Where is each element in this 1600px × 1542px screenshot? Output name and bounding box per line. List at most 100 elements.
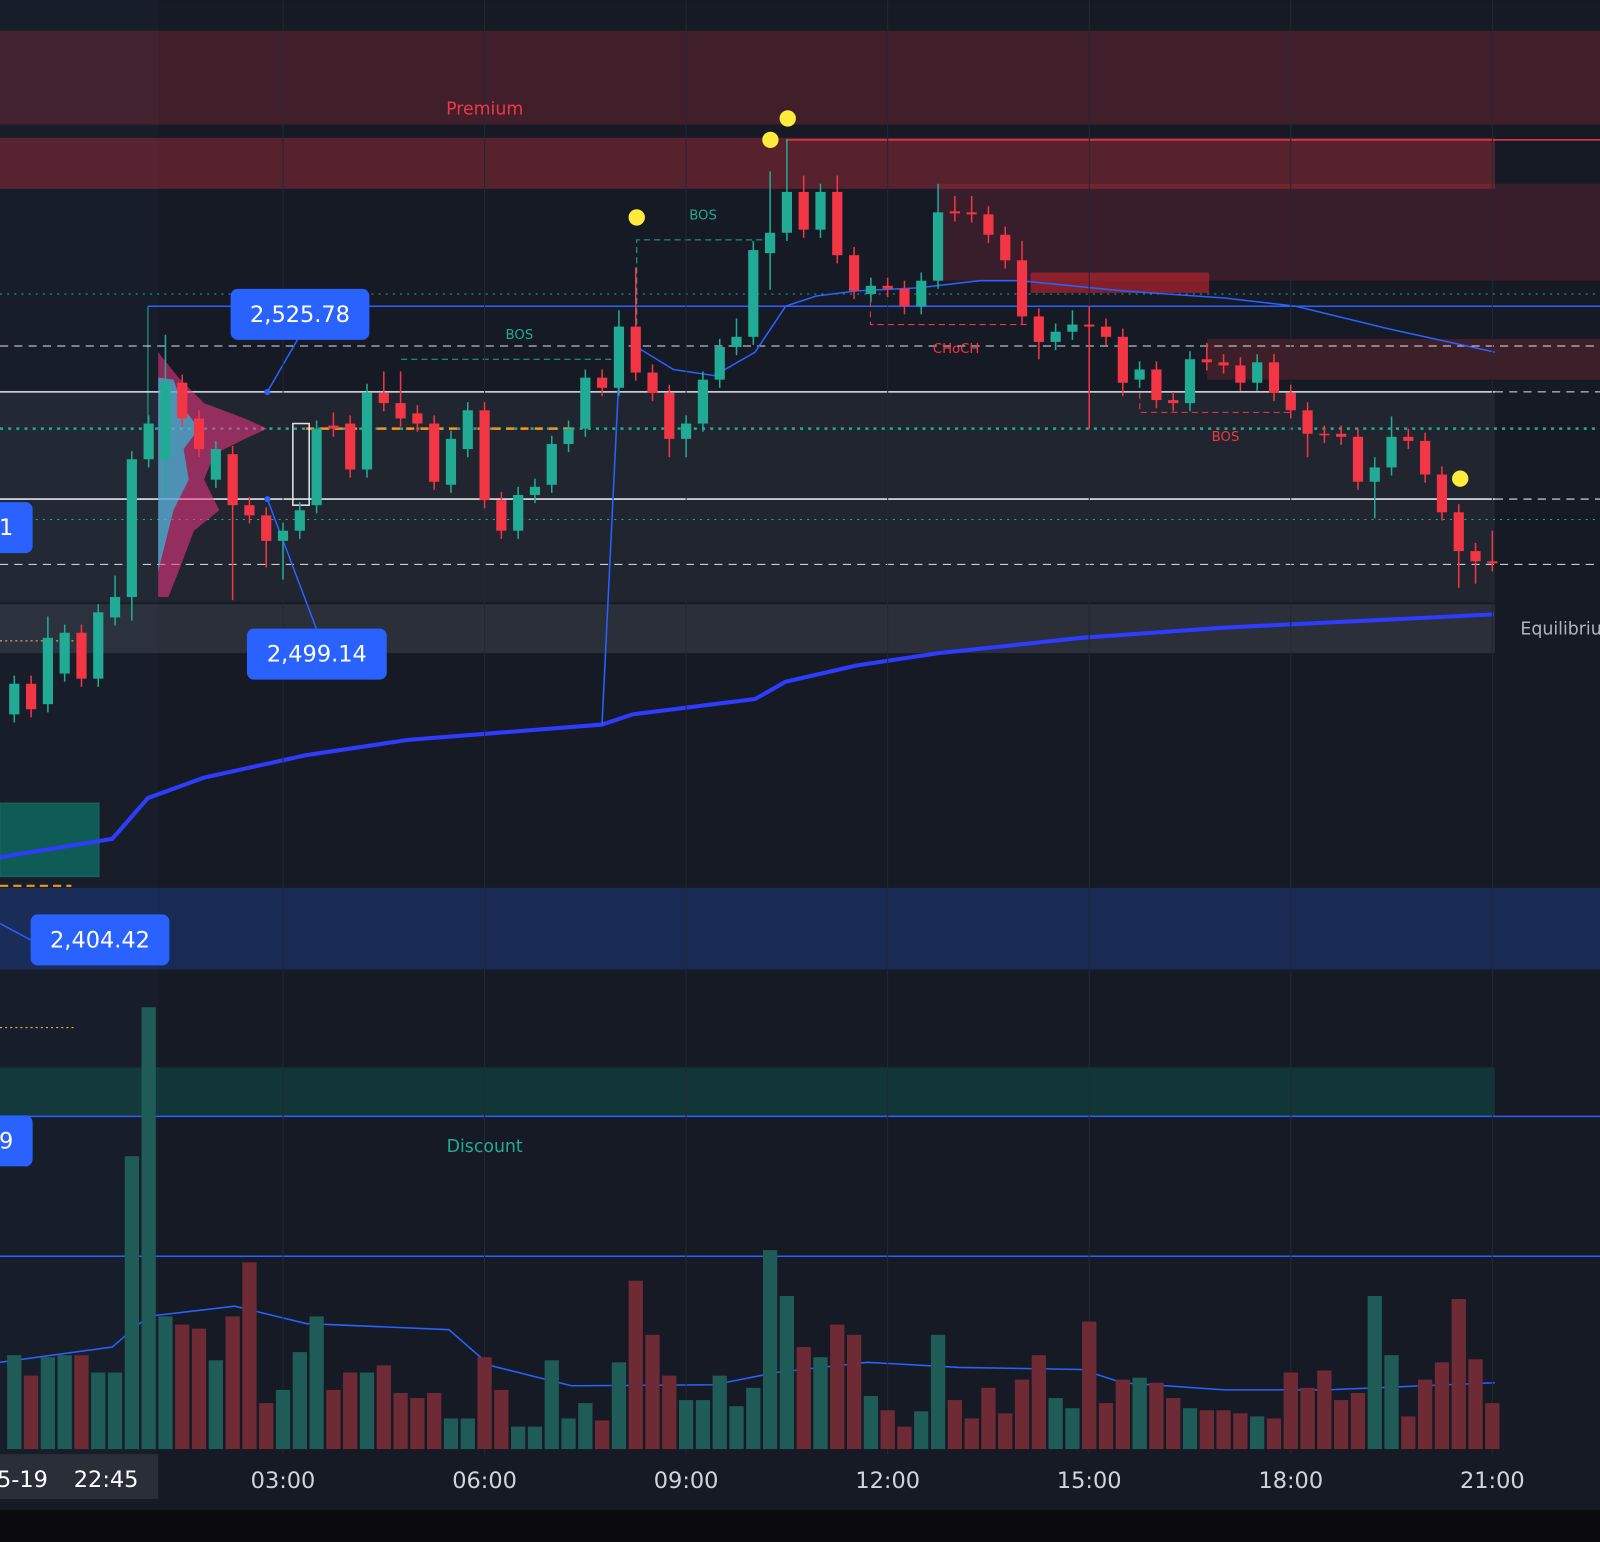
x-tick-label: 06:00 (452, 1468, 517, 1494)
candle-body (832, 191, 843, 256)
candle-body (1420, 440, 1431, 475)
bos-line (636, 239, 766, 325)
candle-body (42, 637, 53, 705)
candle-body (1319, 433, 1330, 436)
volume-bar (1233, 1413, 1248, 1450)
annotation: BOS (506, 328, 534, 343)
label-pointer (0, 922, 31, 941)
volume-bar (880, 1410, 895, 1450)
candle-body (597, 377, 608, 388)
volume-bar (1182, 1408, 1198, 1450)
volume-bar (359, 1372, 375, 1450)
candle-body (1268, 362, 1280, 393)
candle-body (261, 515, 272, 541)
price-label: 1 (0, 515, 13, 541)
candle-body (93, 612, 104, 679)
volume-bar (23, 1375, 39, 1450)
candle-body (445, 438, 457, 485)
volume-bar (74, 1355, 89, 1450)
volume-bar (964, 1418, 979, 1450)
volume-bar (1132, 1377, 1147, 1450)
candle-body (328, 425, 339, 429)
x-tick-label: 09:00 (654, 1468, 719, 1494)
volume-bar (662, 1375, 677, 1450)
candle-body (1050, 331, 1061, 342)
volume-bar (947, 1400, 962, 1450)
volume-bar (376, 1365, 391, 1450)
candle-body (932, 212, 944, 281)
candle-body (59, 632, 70, 674)
volume-bar (124, 1156, 139, 1450)
candle-body (1134, 369, 1145, 380)
volume-bar (695, 1400, 711, 1450)
volume-bar (544, 1360, 559, 1450)
volume-bar (1283, 1372, 1298, 1450)
candle-body (244, 505, 255, 516)
candle-body (1151, 369, 1162, 401)
volume-bar (7, 1355, 22, 1450)
x-tick-label: 21:00 (1460, 1468, 1525, 1494)
candle-body (630, 326, 641, 373)
volume-bar (1250, 1416, 1265, 1450)
pivot-dot (779, 110, 796, 127)
candle-body (1235, 365, 1246, 383)
candle-body (210, 449, 221, 480)
candle-body (1302, 410, 1313, 434)
candle-body (277, 530, 289, 541)
label-pointer (264, 388, 271, 395)
price-label-box (230, 288, 370, 340)
volume-bar (863, 1396, 879, 1450)
volume-bar (477, 1357, 492, 1450)
volume-bar (1216, 1410, 1231, 1450)
volume-bar (494, 1389, 509, 1450)
volume-bar (1014, 1379, 1030, 1450)
candle-body (697, 379, 709, 424)
candle-body (143, 423, 154, 460)
volume-bar (242, 1262, 257, 1450)
volume-bar (578, 1403, 593, 1450)
candle-body (865, 285, 876, 294)
volume-bar (611, 1362, 627, 1450)
pivot-dot (762, 131, 779, 149)
candle-body (966, 212, 977, 215)
candle-body (513, 494, 524, 531)
candle-body (1117, 336, 1128, 383)
volume-bar (511, 1426, 526, 1450)
volume-bar (561, 1418, 576, 1450)
volume-bar (1384, 1355, 1399, 1450)
candle-body (1453, 512, 1464, 552)
annotation: Discount (447, 1137, 523, 1157)
order-block (938, 183, 1600, 281)
volume-bar (712, 1375, 727, 1450)
volume-bar (292, 1352, 307, 1450)
price-label: 9 (0, 1128, 13, 1154)
price-label: 2,404.42 (50, 927, 150, 953)
cursor-time-box (0, 1454, 159, 1500)
volume-bar (930, 1334, 946, 1450)
price-label-box (0, 502, 33, 554)
candle-body (1285, 392, 1296, 411)
volume-bar (628, 1280, 643, 1450)
candle-body (9, 683, 20, 715)
candle-body (25, 683, 37, 710)
cursor-time: 22:45 (74, 1467, 139, 1493)
price-label-box (0, 1115, 33, 1167)
candle-body (193, 418, 205, 450)
candle-body (479, 410, 490, 501)
volume-bar (141, 1007, 156, 1450)
candle-body (899, 288, 910, 307)
candle-body (529, 486, 541, 495)
discount-zone (0, 1067, 1495, 1117)
volume-bar (1434, 1362, 1450, 1450)
candle-body (177, 382, 188, 419)
volume-bar (1166, 1398, 1181, 1450)
volume-bar (1418, 1379, 1433, 1450)
candle-body (647, 372, 658, 393)
profile-box (292, 422, 310, 506)
candle-body (311, 428, 322, 506)
candle-body (1403, 436, 1414, 441)
volume-bar (1098, 1403, 1114, 1450)
candle-body (1386, 436, 1397, 468)
